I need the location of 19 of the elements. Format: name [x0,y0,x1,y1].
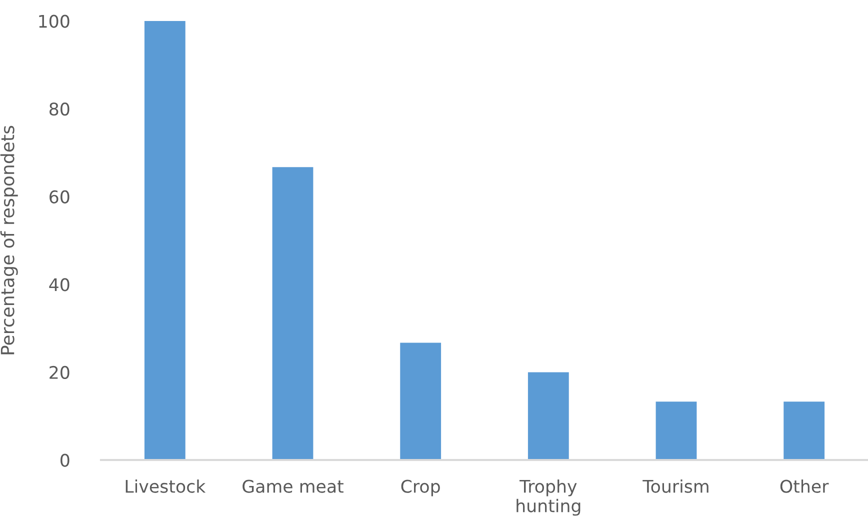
y-axis-title: Percentage of respondets [0,126,18,354]
x-tick-label: Game meat [242,480,344,493]
y-tick-label: 60 [50,190,70,204]
x-tick-label: Crop [401,480,440,496]
x-tick-label: Trophy hunting [516,479,580,516]
y-tick-label: 100 [39,14,70,28]
bar [528,372,569,460]
x-tick-label: Livestock [126,479,206,493]
x-tick-label: Other [780,479,829,493]
bar [784,402,825,460]
bar [400,342,442,460]
y-tick-label: 0 [60,454,70,467]
y-tick-label: 40 [49,278,70,292]
y-tick-label: 80 [50,102,70,116]
y-tick-label: 20 [50,366,70,380]
x-tick-label: Tourism [642,479,708,493]
bar [656,402,697,460]
bar [144,21,186,460]
bar [272,167,314,460]
